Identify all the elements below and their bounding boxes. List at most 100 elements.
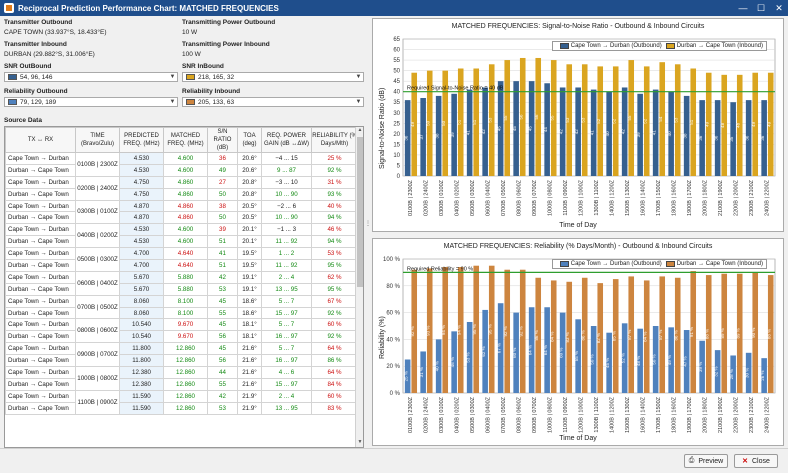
- table-row[interactable]: Cape Town → Durban 1100B | 0900Z 11.590 12.…: [5, 389, 358, 415]
- x-tick-label: 2000B | 1800Z: [703, 179, 709, 216]
- table-row[interactable]: Durban → Cape Town 4.750 4.860 50 20.8° 10 ..…: [5, 187, 358, 201]
- cell-txrx: Durban → Cape Town: [5, 211, 76, 225]
- table-row[interactable]: Durban → Cape Town 12.380 12.860 55 21.6° 15 …: [5, 377, 358, 391]
- x-tick-label: 0900B | 0700Z: [532, 179, 538, 216]
- table-scrollbar[interactable]: ▲ ▼: [355, 127, 363, 447]
- x-tick-label: 2200B | 2000Z: [734, 179, 740, 216]
- cell-toa: 19.1°: [237, 270, 262, 284]
- bar-data-label: 32 %: [714, 366, 719, 376]
- bar-data-label: 36: [714, 135, 719, 141]
- cell-matched: 5.880: [163, 270, 208, 284]
- scroll-thumb[interactable]: [357, 137, 363, 287]
- cell-predicted: 5.670: [119, 282, 164, 296]
- minimize-button[interactable]: —: [738, 3, 748, 13]
- cell-toa: 21.9°: [237, 389, 262, 403]
- tx-power-out-label: Transmitting Power Outbound: [182, 19, 276, 26]
- table-row[interactable]: Cape Town → Durban 0500B | 0300Z 4.700 4.64…: [5, 247, 358, 272]
- cell-matched: 4.640: [163, 259, 208, 272]
- table-row[interactable]: Cape Town → Durban 0300B | 0100Z 4.870 4.86…: [5, 199, 358, 225]
- x-tick-label: 2200B | 2000Z: [734, 396, 740, 433]
- maximize-button[interactable]: ☐: [756, 2, 766, 13]
- table-row[interactable]: Durban → Cape Town 4.530 4.600 51 20.1° 11 ..…: [5, 235, 358, 249]
- table-row[interactable]: Durban → Cape Town 5.670 5.880 53 19.1° 13 ..…: [5, 282, 358, 296]
- bar-data-label: 94 %: [441, 325, 446, 335]
- col-header-reliability[interactable]: RELIABILITY (% Days/Mth): [311, 127, 358, 153]
- table-row[interactable]: Cape Town → Durban 0100B | 2300Z 4.530 4.60…: [5, 152, 358, 177]
- table-row[interactable]: Durban → Cape Town 11.800 12.860 56 21.6° 16 …: [5, 354, 358, 368]
- col-header-toa[interactable]: TOA (deg): [237, 127, 262, 153]
- cell-toa: 20.8°: [237, 187, 262, 201]
- rel-out-color-select[interactable]: 79, 129, 189 ▼: [4, 97, 178, 107]
- bar-data-label: 89 %: [736, 328, 741, 338]
- col-header-snr[interactable]: S/N RATIO (dB): [207, 127, 238, 153]
- chevron-down-icon[interactable]: ▼: [169, 99, 176, 105]
- close-window-button[interactable]: ✕: [775, 2, 783, 13]
- table-row[interactable]: Cape Town → Durban 0900B | 0700Z 11.800 12.…: [5, 342, 358, 368]
- table-row[interactable]: Cape Town → Durban 1000B | 0800Z 12.380 12.…: [5, 366, 358, 391]
- col-header-predicted[interactable]: PREDICTED FREQ. (MHz): [119, 127, 164, 153]
- chevron-down-icon[interactable]: ▼: [355, 74, 362, 80]
- bar-data-label: 82 %: [596, 333, 601, 343]
- table-row[interactable]: Durban → Cape Town 4.530 4.600 49 20.6° 9 ...…: [5, 163, 358, 177]
- cell-txrx: Durban → Cape Town: [5, 259, 76, 272]
- bar-data-label: 60 %: [512, 348, 517, 358]
- snr-out-color-select[interactable]: 54, 96, 146 ▼: [4, 72, 178, 82]
- bar-data-label: 53 %: [466, 352, 471, 362]
- cell-time: 0800B | 0600Z: [75, 318, 120, 344]
- col-header-gain[interactable]: REQ. POWER GAIN (dB ↔ΔW): [261, 127, 312, 153]
- rel-in-label: Reliability Inbound: [182, 88, 241, 95]
- bar-inbound: [659, 276, 666, 393]
- y-tick-label: 45: [393, 79, 400, 85]
- table-row[interactable]: Durban → Cape Town 4.700 4.640 51 19.5° 11 ..…: [5, 259, 358, 272]
- chevron-down-icon[interactable]: ▼: [169, 74, 176, 80]
- cell-predicted: 4.530: [119, 235, 164, 249]
- bar-data-label: 92 %: [410, 326, 415, 336]
- bar-inbound: [597, 66, 604, 176]
- bar-outbound: [652, 89, 659, 176]
- table-row[interactable]: Cape Town → Durban 0400B | 0200Z 4.530 4.60…: [5, 223, 358, 249]
- x-tick-label: 2400B | 2200Z: [765, 179, 771, 216]
- x-tick-label: 1900B | 1700Z: [687, 396, 693, 433]
- col-header-txrx[interactable]: TX ↔ RX: [5, 127, 76, 153]
- cell-reliability: 53 %: [311, 247, 358, 261]
- splitter-handle[interactable]: ⋮: [365, 221, 371, 227]
- bar-data-label: 55: [550, 115, 555, 121]
- table-header-row: TX ↔ RX TIME (Bravo/Zulu) PREDICTED FREQ…: [5, 127, 358, 153]
- col-header-matched[interactable]: MATCHED FREQ. (MHz): [163, 127, 208, 153]
- bar-data-label: 45: [528, 126, 533, 132]
- table-row[interactable]: Cape Town → Durban 0700B | 0500Z 8.060 8.10…: [5, 294, 358, 320]
- legend-swatch: [559, 261, 569, 267]
- snr-in-color-select[interactable]: 218, 165, 32 ▼: [182, 72, 364, 82]
- tx-power-out-value: 10 W: [182, 29, 198, 36]
- table-row[interactable]: Cape Town → Durban 0200B | 2400Z 4.750 4.86…: [5, 175, 358, 201]
- scroll-up-icon[interactable]: ▲: [357, 127, 363, 133]
- rel-in-color-select[interactable]: 205, 133, 63 ▼: [182, 97, 364, 107]
- preview-button[interactable]: ⎙ Preview: [684, 454, 728, 468]
- bar-data-label: 47 %: [683, 356, 688, 366]
- table-row[interactable]: Durban → Cape Town 10.540 9.670 56 18.1° 16 .…: [5, 330, 358, 344]
- table-row[interactable]: Durban → Cape Town 4.870 4.860 50 20.5° 10 ..…: [5, 211, 358, 225]
- table-row[interactable]: Cape Town → Durban 0800B | 0600Z 10.540 9.6…: [5, 318, 358, 344]
- table-row[interactable]: Durban → Cape Town 11.590 12.860 53 21.9° 13 …: [5, 401, 358, 415]
- cell-reliability: 60 %: [311, 318, 358, 332]
- y-tick-label: 0: [397, 174, 401, 180]
- cell-snr: 27: [207, 175, 238, 189]
- bar-data-label: 88 %: [705, 329, 710, 339]
- cell-gain: 11 ... 92: [261, 259, 312, 272]
- snr-chart-title: MATCHED FREQUENCIES: Signal-to-Noise Rat…: [451, 23, 705, 30]
- cell-predicted: 8.060: [119, 306, 164, 320]
- cell-reliability: 92 %: [311, 306, 358, 320]
- col-header-time[interactable]: TIME (Bravo/Zulu): [75, 127, 120, 153]
- table-row[interactable]: Durban → Cape Town 8.060 8.100 55 18.6° 15 ..…: [5, 306, 358, 320]
- bar-outbound: [404, 359, 411, 393]
- bar-inbound: [674, 64, 681, 176]
- cell-gain: 5 ... 7: [261, 318, 312, 332]
- scroll-down-icon[interactable]: ▼: [357, 439, 363, 445]
- legend-entry-inbound: Durban → Cape Town (Inbound): [676, 261, 763, 267]
- bar-data-label: 46 %: [450, 357, 455, 367]
- table-row[interactable]: Cape Town → Durban 0600B | 0400Z 5.670 5.88…: [5, 270, 358, 296]
- cell-matched: 9.670: [163, 318, 208, 332]
- chevron-down-icon[interactable]: ▼: [355, 99, 362, 105]
- close-button[interactable]: ✕ Close: [734, 454, 778, 468]
- bar-data-label: 64 %: [528, 345, 533, 355]
